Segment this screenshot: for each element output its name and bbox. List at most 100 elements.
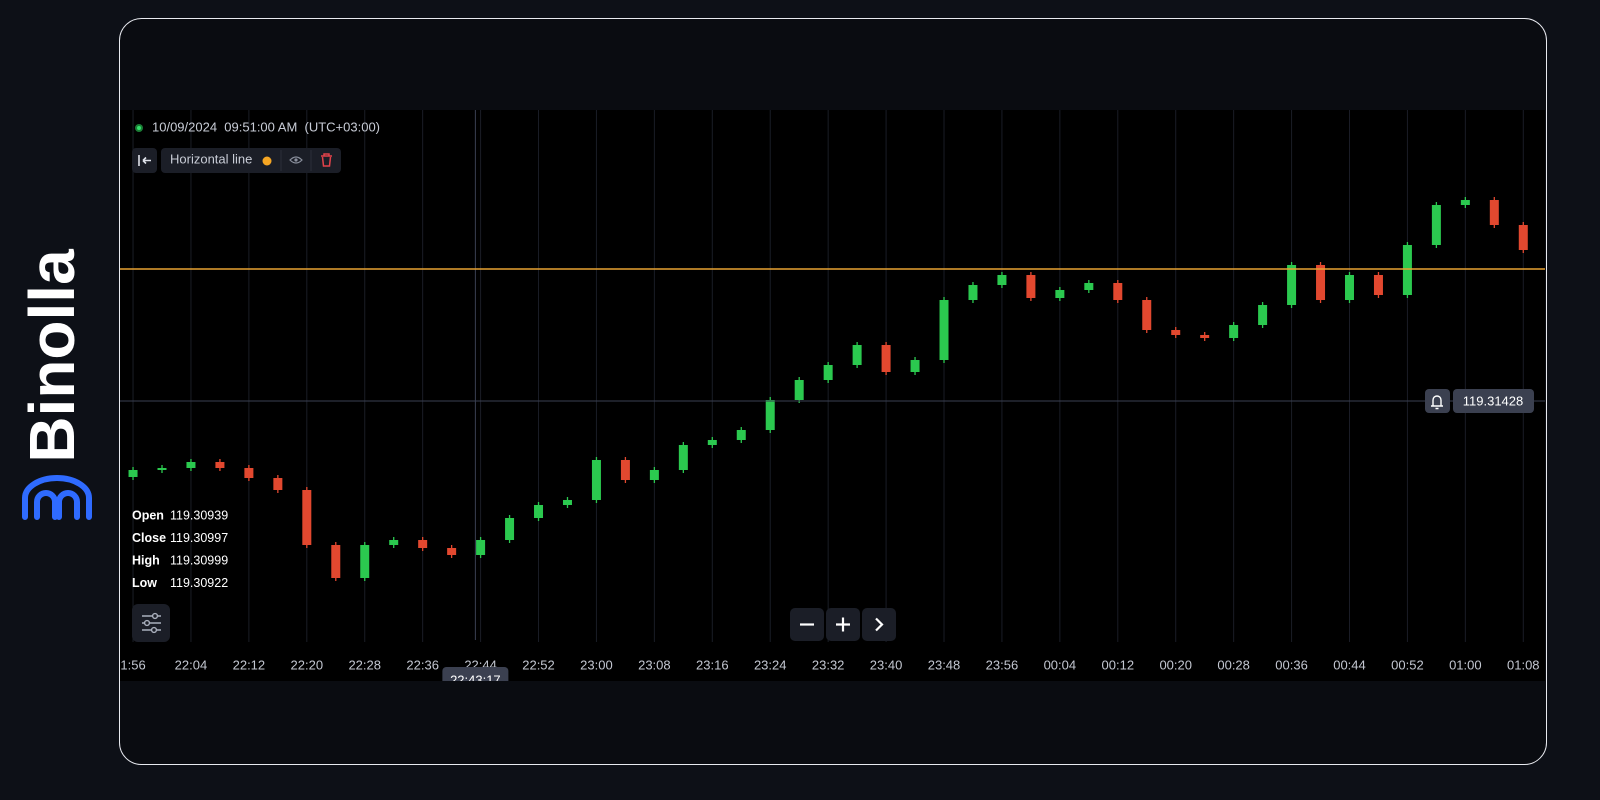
brand-name: Binolla [16,249,88,463]
x-tick-label: 23:32 [812,657,845,672]
candle-body [389,540,399,545]
candle-body [186,462,196,468]
chevron-icon [875,617,884,632]
x-tick-label: 00:20 [1159,657,1192,672]
chart-area [120,110,1545,681]
candle-body [1316,265,1326,300]
candle-body [591,460,601,500]
candle-body [1431,205,1441,245]
x-tick-label: 23:16 [696,657,729,672]
candle-body [997,275,1007,285]
ohlc-value: 119.30922 [170,576,228,590]
x-tick-label: 22:28 [348,657,381,672]
eye-icon[interactable] [289,156,303,164]
ohlc-value: 119.30939 [170,508,228,522]
candle-body [968,285,978,300]
brand: Binolla [16,249,92,520]
x-tick-label: 23:08 [638,657,671,672]
candle-body [823,365,833,380]
x-tick-label: 00:12 [1102,657,1135,672]
candle-body [360,545,370,578]
candle-body [678,445,688,470]
x-tick-label: 22:04 [175,657,208,672]
x-tick-label: 00:28 [1217,657,1250,672]
price-label: 119.31428 [1463,393,1524,408]
x-tick-label: 23:24 [754,657,787,672]
candle-body [1026,275,1036,298]
candle-body [1344,275,1354,300]
candle-body [939,300,949,360]
candle-body [1402,245,1412,295]
x-tick-label: 23:00 [580,657,613,672]
x-tick-label: 1:56 [120,657,145,672]
scroll-right-button[interactable] [862,608,896,641]
plus-icon [836,617,850,632]
candle-body [302,490,312,545]
candle-body [534,505,544,518]
ohlc-panel: Open 119.30939 Close 119.30997 High 119.30999… [132,508,228,590]
ohlc-label: High [132,553,160,567]
candle-body [649,470,659,480]
candle-body [1171,330,1181,335]
candle-body [1258,305,1268,325]
collapse-icon [138,155,151,166]
drawing-color[interactable] [262,156,272,166]
brand-icon [22,475,92,520]
candle-body [910,360,920,372]
candle-body [128,470,138,477]
candle-body [505,518,515,540]
ohlc-label: Low [132,576,157,590]
x-tick-label: 00:52 [1391,657,1424,672]
candle-body [1200,335,1210,338]
settings-knob [151,612,159,620]
candle-body [1229,325,1239,338]
candle-body [1373,275,1383,295]
plot [120,110,1545,642]
status-dot-core [137,126,141,130]
candle-body [273,478,283,490]
candle-body [447,548,457,555]
bell-icon [1431,395,1443,410]
x-tick-label: 23:40 [870,657,903,672]
candle-body [1113,283,1123,300]
timestamp: 10/09/2024 09:51:00 AM (UTC+03:00) [152,119,380,134]
ohlc-label: Open [132,508,164,522]
candle-body [736,430,746,440]
candle-body [562,500,572,505]
candle-body [794,380,804,400]
x-tick-label: 01:08 [1507,657,1540,672]
overlay: 10/09/2024 09:51:00 AM (UTC+03:00) Horiz… [132,119,1534,642]
candle-body [215,462,225,468]
delete-icon[interactable] [321,153,332,167]
settings-knob [143,619,151,627]
x-tick-label: 22:36 [406,657,439,672]
eye-pupil [294,158,298,162]
candle-body [1287,265,1297,305]
candle-body [244,468,254,478]
ohlc-value: 119.30999 [170,553,228,567]
time-label: 22:43:17 [442,667,509,681]
x-tick-label: 22:20 [291,657,324,672]
drawing-name[interactable]: Horizontal line [170,151,252,166]
candle-body [707,440,717,445]
alert-button[interactable] [1425,389,1450,413]
candle-body [157,468,167,470]
candle-body [1460,200,1470,205]
candle-body [1518,225,1528,250]
x-tick-label: 01:00 [1449,657,1482,672]
x-tick-label: 23:48 [928,657,961,672]
candle-body [1489,200,1499,225]
drawing-toolbar [161,148,341,173]
price-label-box [1453,389,1534,413]
x-tick-label: 00:36 [1275,657,1308,672]
x-tick-label: 22:52 [522,657,555,672]
ohlc-label: Close [132,531,166,545]
candle-body [1084,283,1094,290]
candle-body [1142,300,1152,330]
candle-body [881,345,891,372]
candle-body [1055,290,1065,298]
candle-body [620,460,630,480]
ohlc-value: 119.30997 [170,531,228,545]
